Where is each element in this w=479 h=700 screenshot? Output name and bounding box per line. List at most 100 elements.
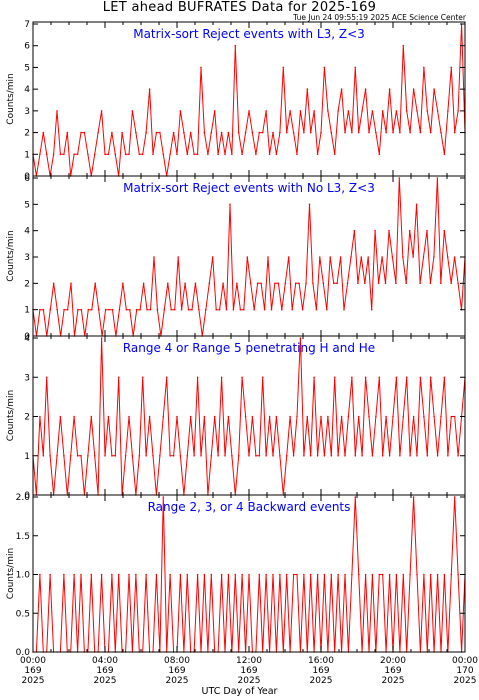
- data-point: [337, 455, 339, 457]
- data-point: [227, 573, 230, 576]
- data-point: [306, 415, 309, 418]
- data-point: [138, 153, 141, 156]
- data-point: [457, 110, 459, 112]
- data-point: [261, 376, 264, 379]
- data-point: [162, 496, 165, 498]
- data-point: [272, 131, 274, 134]
- data-point: [73, 573, 75, 576]
- data-point: [313, 110, 315, 112]
- data-point: [131, 110, 134, 112]
- data-point: [117, 573, 120, 576]
- data-point: [52, 153, 55, 156]
- data-point: [248, 573, 250, 576]
- data-point: [364, 282, 366, 285]
- x-tick-label-time: 12:00: [236, 656, 262, 666]
- data-point: [186, 573, 189, 576]
- data-point: [141, 153, 144, 156]
- y-tick-label: 4: [24, 227, 30, 237]
- data-point: [241, 153, 243, 156]
- data-point: [253, 308, 255, 311]
- data-point: [305, 282, 307, 285]
- data-point: [377, 282, 380, 285]
- data-point: [453, 496, 456, 498]
- data-point: [179, 455, 182, 457]
- data-point: [42, 131, 45, 134]
- data-point: [419, 376, 422, 379]
- y-tick-label: 1: [24, 150, 30, 160]
- data-point: [316, 455, 319, 457]
- data-point: [354, 455, 357, 457]
- data-point: [371, 110, 374, 112]
- x-tick-label-year: 2025: [94, 676, 117, 686]
- data-point: [443, 153, 446, 156]
- data-point: [177, 256, 179, 258]
- data-point: [364, 376, 367, 379]
- data-point: [351, 131, 353, 134]
- data-point: [246, 256, 249, 258]
- data-point: [121, 131, 123, 134]
- data-point: [213, 415, 216, 418]
- data-point: [224, 455, 226, 457]
- data-point: [149, 308, 152, 311]
- y-tick-label: 2.0: [16, 493, 31, 503]
- x-tick-label-doy: 169: [96, 666, 113, 676]
- data-point: [299, 337, 302, 339]
- data-point: [395, 573, 398, 576]
- data-point: [162, 415, 165, 418]
- y-tick-label: 2: [24, 413, 30, 423]
- x-tick-label-time: 08:00: [164, 656, 190, 666]
- data-point: [303, 455, 305, 457]
- data-point: [135, 131, 137, 134]
- data-point: [392, 131, 394, 134]
- data-point: [457, 573, 459, 576]
- data-point: [322, 282, 325, 285]
- data-point: [339, 256, 342, 258]
- data-point: [405, 282, 408, 285]
- data-point: [426, 455, 429, 457]
- data-point: [440, 415, 442, 418]
- data-point: [97, 308, 100, 311]
- data-point: [285, 573, 288, 576]
- data-point: [267, 256, 269, 258]
- x-tick-label-year: 2025: [310, 676, 333, 686]
- data-point: [80, 455, 82, 457]
- data-point: [277, 282, 280, 285]
- data-point: [243, 308, 245, 311]
- y-tick-label: 0: [24, 332, 30, 342]
- data-point: [59, 153, 62, 156]
- data-point: [370, 308, 373, 311]
- data-point: [270, 308, 273, 311]
- data-point: [450, 415, 453, 418]
- data-point: [87, 308, 90, 311]
- data-point: [419, 131, 422, 134]
- panel-2: 0 1 2 3 4 5 6 Counts/min Matrix-sort Reject even…: [6, 174, 466, 342]
- data-point: [350, 256, 352, 258]
- data-point: [409, 455, 411, 457]
- panel-4: 0.0 0.5 1.0 1.5 2.0 Counts/min Range 2, 3, or …: [6, 493, 466, 658]
- data-point: [59, 415, 62, 418]
- data-point: [378, 376, 381, 379]
- data-point: [227, 131, 230, 134]
- data-point: [111, 131, 113, 134]
- data-point: [419, 282, 421, 285]
- data-point: [248, 110, 250, 112]
- x-tick-label-time: 04:00: [92, 656, 118, 666]
- data-point: [87, 455, 89, 457]
- data-point: [183, 131, 185, 134]
- data-point: [364, 573, 367, 576]
- data-point: [124, 153, 127, 156]
- data-point: [272, 455, 274, 457]
- data-point: [45, 153, 48, 156]
- data-point: [169, 573, 171, 576]
- data-point: [361, 110, 363, 112]
- data-point: [208, 282, 211, 285]
- data-point: [296, 573, 298, 576]
- x-tick-label-year: 2025: [166, 676, 189, 686]
- data-point: [241, 573, 243, 576]
- data-point: [351, 573, 353, 576]
- data-point: [436, 573, 439, 576]
- data-point: [333, 153, 336, 156]
- data-point: [234, 44, 237, 47]
- y-tick-label: 2: [24, 279, 30, 289]
- data-point: [135, 573, 137, 576]
